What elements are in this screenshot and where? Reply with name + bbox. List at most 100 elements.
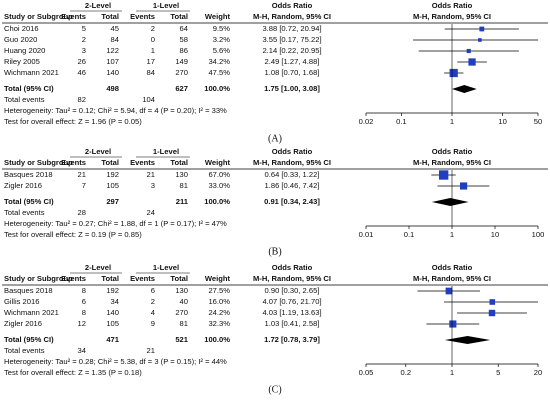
cell: 24 (147, 208, 155, 217)
cell: 2.49 [1.27, 4.88] (265, 57, 320, 66)
group-header: 1-Level (153, 1, 179, 10)
cell: 192 (106, 170, 119, 179)
total-label: Total (95% CI) (4, 335, 54, 344)
cell: 1.86 [0.46, 7.42] (265, 181, 320, 190)
overall-test: Test for overall effect: Z = 1.35 (P = 0… (4, 368, 142, 377)
column-header: M-H, Random, 95% CI (253, 274, 331, 283)
cell: 58 (180, 35, 188, 44)
effect-marker (466, 48, 471, 54)
cell: 32.3% (208, 319, 230, 328)
total-cell: 627 (175, 84, 188, 93)
total-cell: 297 (106, 197, 119, 206)
column-header: Total (101, 12, 119, 21)
x-tick-label: 0.1 (396, 117, 407, 126)
effect-marker (449, 68, 458, 78)
study-name: Zigler 2016 (4, 319, 42, 328)
total-cell: 1.72 [0.78, 3.79] (264, 335, 320, 344)
cell: 270 (175, 308, 188, 317)
column-header: Events (61, 158, 86, 167)
events-label: Total events (4, 346, 45, 355)
cell: 67.0% (208, 170, 230, 179)
cell: 46 (78, 68, 86, 77)
x-tick-label: 0.05 (359, 368, 374, 377)
cell: 9 (151, 319, 155, 328)
column-header: M-H, Random, 95% CI (413, 158, 491, 167)
column-header: Study or Subgroup (4, 274, 73, 283)
x-tick-label: 50 (534, 117, 542, 126)
cell: 81 (180, 181, 188, 190)
column-header: Total (101, 274, 119, 283)
cell: 2 (82, 35, 86, 44)
study-name: Guo 2020 (4, 35, 37, 44)
cell: 21 (78, 170, 86, 179)
cell: 104 (142, 95, 155, 104)
cell: 17 (147, 57, 155, 66)
column-header: Total (101, 158, 119, 167)
column-header: Weight (205, 274, 231, 283)
group-header: 2-Level (85, 1, 111, 10)
events-label: Total events (4, 208, 45, 217)
cell: 270 (175, 68, 188, 77)
effect-marker (449, 320, 457, 328)
column-header: Odds Ratio (272, 147, 313, 156)
panel-label: (B) (268, 246, 281, 257)
column-header: Weight (205, 158, 231, 167)
cell: 3.88 [0.72, 20.94] (262, 24, 321, 33)
overall-test: Test for overall effect: Z = 0.19 (P = 0… (4, 230, 142, 239)
column-header: Events (130, 12, 155, 21)
study-name: Wichmann 2021 (4, 68, 59, 77)
cell: 149 (175, 57, 188, 66)
cell: 4.03 [1.19, 13.63] (262, 308, 321, 317)
cell: 3 (82, 46, 86, 55)
column-header: Total (170, 274, 188, 283)
cell: 64 (180, 24, 188, 33)
group-header: 1-Level (153, 147, 179, 156)
column-header: Study or Subgroup (4, 12, 73, 21)
cell: 33.0% (208, 181, 230, 190)
cell: 12 (78, 319, 86, 328)
total-cell: 100.0% (204, 84, 230, 93)
cell: 140 (106, 68, 119, 77)
cell: 84 (147, 68, 155, 77)
total-label: Total (95% CI) (4, 84, 54, 93)
summary-diamond (444, 336, 491, 344)
x-tick-label: 10 (498, 117, 506, 126)
column-header: M-H, Random, 95% CI (253, 158, 331, 167)
cell: 4.07 [0.76, 21.70] (262, 297, 321, 306)
total-cell: 471 (106, 335, 119, 344)
cell: 1.08 [0.70, 1.68] (265, 68, 320, 77)
cell: 130 (175, 286, 188, 295)
study-name: Riley 2005 (4, 57, 40, 66)
cell: 0 (151, 35, 155, 44)
x-tick-label: 100 (532, 230, 545, 239)
total-cell: 521 (175, 335, 188, 344)
column-header: Study or Subgroup (4, 158, 73, 167)
group-header: 2-Level (85, 263, 111, 272)
column-header: M-H, Random, 95% CI (253, 12, 331, 21)
column-header: Weight (205, 12, 231, 21)
cell: 84 (111, 35, 119, 44)
cell: 24.2% (208, 308, 230, 317)
x-tick-label: 1 (450, 368, 454, 377)
x-tick-label: 1 (450, 117, 454, 126)
cell: 81 (180, 319, 188, 328)
cell: 34 (78, 346, 86, 355)
cell: 26 (78, 57, 86, 66)
total-cell: 498 (106, 84, 119, 93)
cell: 34.2% (208, 57, 230, 66)
column-header: Events (130, 274, 155, 283)
x-tick-label: 0.02 (359, 117, 374, 126)
heterogeneity: Heterogeneity: Tau² = 0.27; Chi² = 1.88,… (4, 219, 227, 228)
total-cell: 1.75 [1.00, 3.08] (264, 84, 320, 93)
total-label: Total (95% CI) (4, 197, 54, 206)
cell: 105 (106, 319, 119, 328)
cell: 6 (82, 297, 86, 306)
cell: 3.55 [0.17, 75.22] (262, 35, 321, 44)
study-name: Choi 2016 (4, 24, 39, 33)
cell: 140 (106, 308, 119, 317)
cell: 105 (106, 181, 119, 190)
study-name: Basques 2018 (4, 170, 53, 179)
cell: 47.5% (208, 68, 230, 77)
cell: 27.5% (208, 286, 230, 295)
